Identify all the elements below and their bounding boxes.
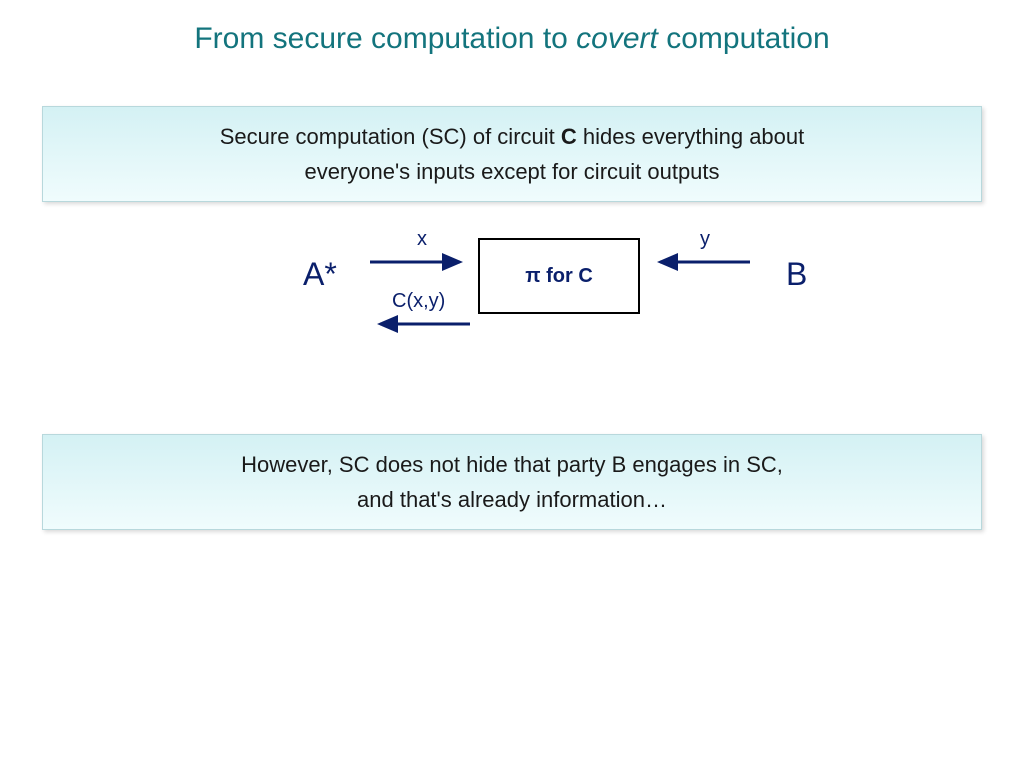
title-pre: From secure computation to — [194, 22, 576, 55]
title-em: covert — [576, 22, 658, 55]
box2-line1: However, SC does not hide that party B e… — [63, 447, 961, 482]
slide-title: From secure computation to covert comput… — [0, 22, 1024, 56]
box1-line2: everyone's inputs except for circuit out… — [63, 154, 961, 189]
title-post: computation — [658, 22, 830, 55]
info-box-1: Secure computation (SC) of circuit C hid… — [42, 106, 982, 202]
info-box-2: However, SC does not hide that party B e… — [42, 434, 982, 530]
protocol-diagram: A* B π for C x y C(x,y) — [0, 218, 1024, 378]
arrows-svg — [0, 218, 1024, 378]
box1-line1: Secure computation (SC) of circuit C hid… — [63, 119, 961, 154]
box2-line2: and that's already information… — [63, 482, 961, 517]
